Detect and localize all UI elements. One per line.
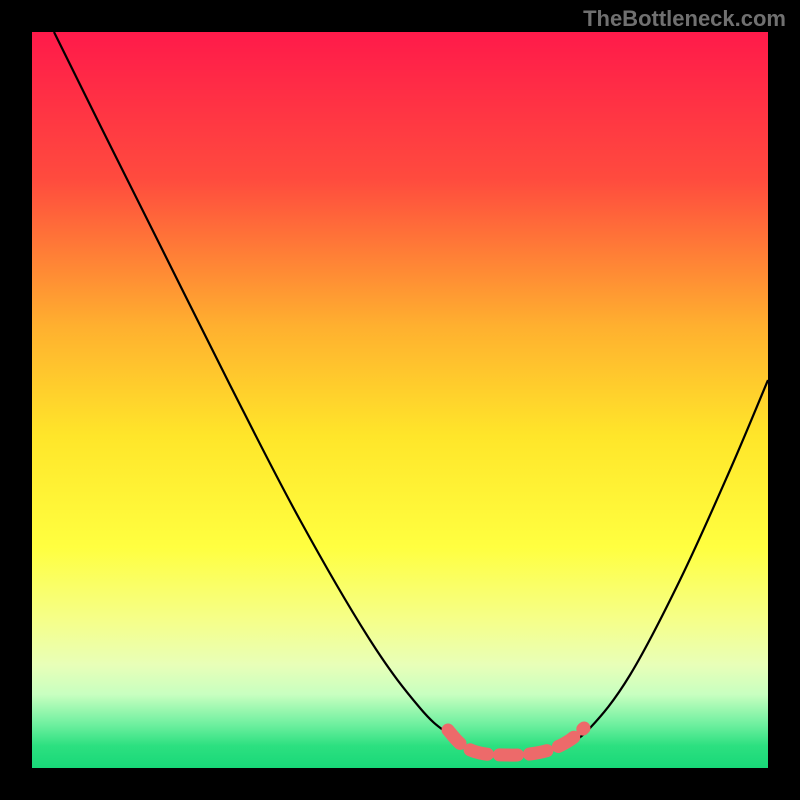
chart-container: TheBottleneck.com (0, 0, 800, 800)
chart-background-gradient (32, 32, 768, 768)
watermark-text: TheBottleneck.com (583, 6, 786, 32)
bottleneck-chart (0, 0, 800, 800)
